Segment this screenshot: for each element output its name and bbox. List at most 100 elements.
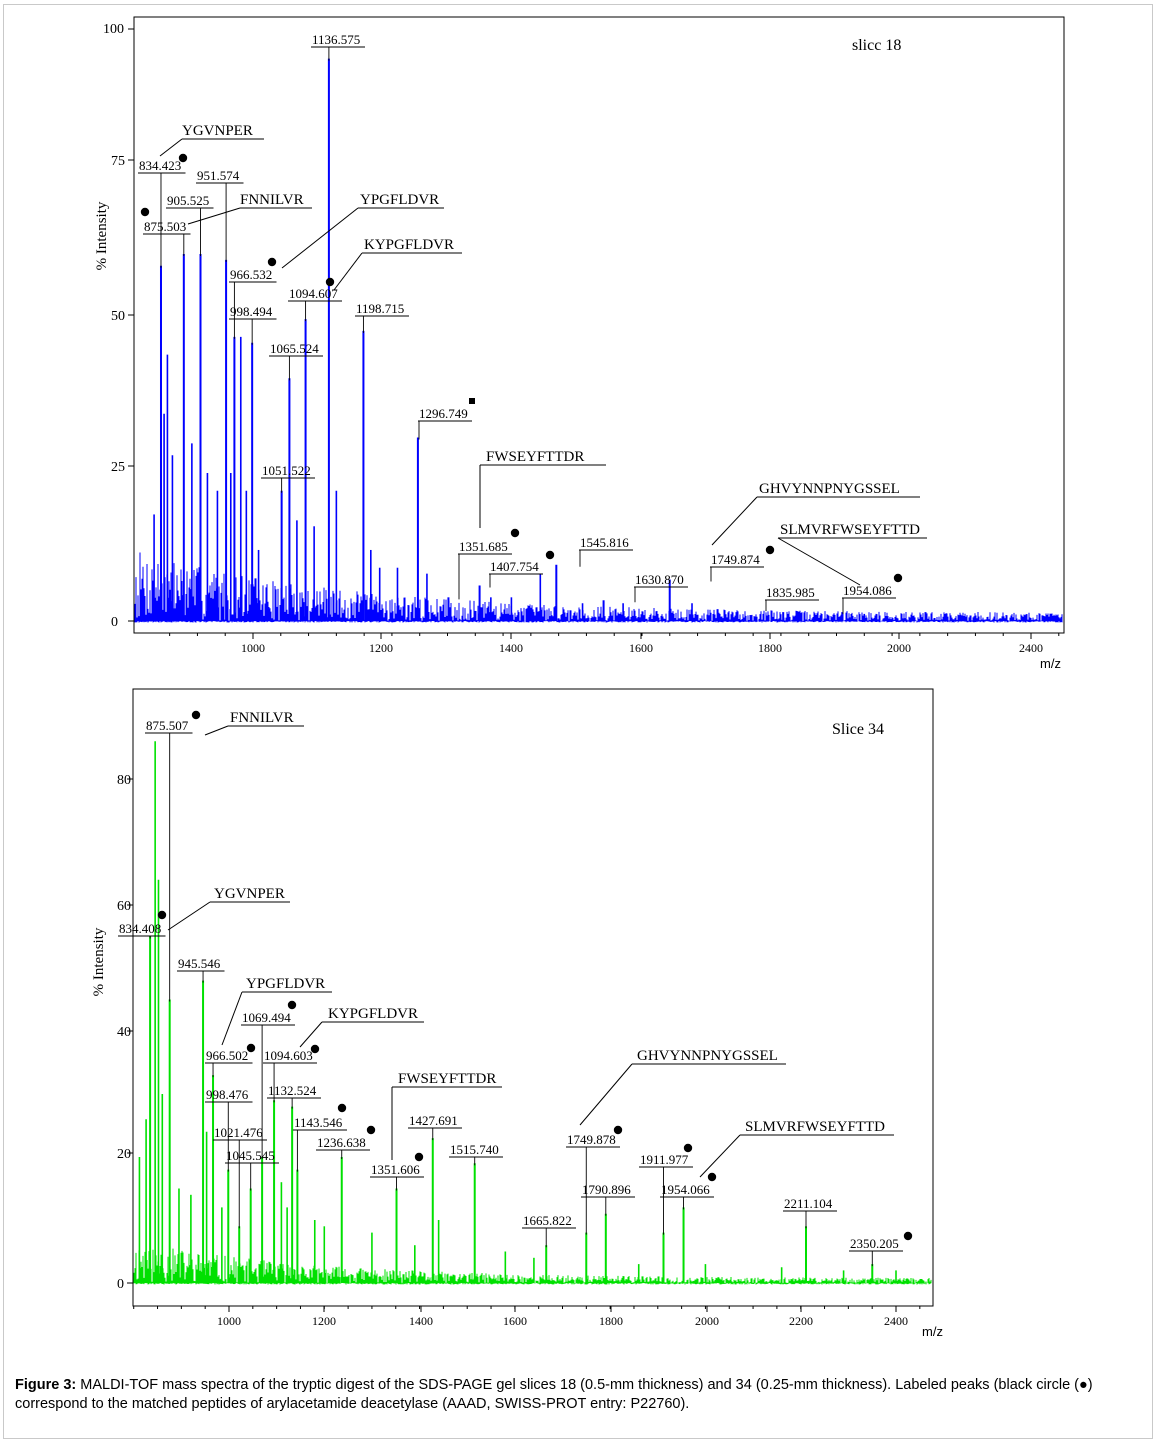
annotation-leader [187,207,241,225]
match-marker [510,528,520,538]
peak-label: 1136.575 [312,32,360,47]
peak-label: 1065.524 [270,341,319,356]
x-tick-label: 1800 [599,1314,623,1328]
match-marker [903,1231,913,1241]
x-tick-label: 1600 [629,641,653,655]
x-tick-label: 2000 [887,641,911,655]
peptide-annotation: SLMVRFWSEYFTTD [745,1119,885,1135]
spectrum-slice-34: 1000 1200 1400 1600 1800 2000 2200 2400 0 20 40 60 8… [91,688,943,1339]
match-marker [613,1125,623,1135]
match-marker [893,573,903,583]
peptide-annotation: KYPGFLDVR [364,237,454,253]
peak-label: 998.494 [230,304,273,319]
peak-label: 1427.691 [409,1113,458,1128]
peak-label: 945.546 [178,956,221,971]
x-tick-label: 2000 [695,1314,719,1328]
match-marker [545,550,555,560]
baseline-noise [134,552,1063,623]
peak-label: 1236.638 [317,1135,366,1150]
plot-frame [133,16,1065,634]
annotation-leader [299,1021,323,1048]
peak-label: 1665.822 [523,1213,572,1228]
peak-label: 1094.607 [289,286,338,301]
peak-label: 905.525 [167,193,209,208]
peak-label: 1051.522 [262,463,311,478]
peptide-annotation: FNNILVR [230,710,294,726]
annotation-leader [711,496,758,546]
match-marker [246,1043,256,1053]
peak-label: 1790.896 [582,1182,631,1197]
peptide-annotation: YGVNPER [182,123,253,139]
peak-label: 834.423 [139,158,181,173]
peak-label: 1954.086 [843,583,892,598]
x-tick-label: 1400 [409,1314,433,1328]
annotation-leader [281,207,359,269]
annotation-leader [167,901,211,931]
peak-label: 1954.066 [661,1182,710,1197]
peak-label: 1407.754 [490,559,539,574]
x-tick-label: 1200 [369,641,393,655]
match-marker [707,1172,717,1182]
x-tick-label: 1000 [217,1314,241,1328]
y-tick-label: 25 [111,460,125,475]
peak-label: 966.502 [206,1048,248,1063]
match-marker [683,1143,693,1153]
match-marker [325,277,335,287]
peak-label: 1545.816 [580,535,629,550]
match-marker [287,1000,297,1010]
match-marker [337,1103,347,1113]
peptide-annotation: SLMVRFWSEYFTTD [780,522,920,538]
match-marker [178,153,188,163]
caption-label: Figure 3: [15,1377,77,1393]
y-tick-label: 40 [117,1025,131,1040]
baseline-noise [133,1245,932,1285]
peak-label: 1630.870 [635,572,684,587]
peak-label: 951.574 [197,168,240,183]
peak-label: 1749.874 [711,552,760,567]
y-tick-label: 50 [111,309,125,324]
peak-label: 2350.205 [850,1236,899,1251]
y-tick-label: 75 [111,154,125,169]
peak-label: 875.507 [146,718,189,733]
match-marker [267,257,277,267]
chart-title: Slice 34 [832,721,884,738]
peptide-annotation: GHVYNNPNYGSSEL [759,481,900,497]
x-tick-label: 2400 [1019,641,1043,655]
y-tick-label: 20 [117,1147,131,1162]
peak-label: 1021.476 [214,1125,263,1140]
match-marker [414,1152,424,1162]
y-axis-label: % Intensity [94,201,110,270]
peak-label: 1132.524 [268,1083,317,1098]
x-axis-label: m/z [922,1324,943,1339]
peak-label: 1198.715 [356,301,404,316]
match-marker [765,545,775,555]
x-axis-label: m/z [1040,656,1061,671]
peak-label: 998.476 [206,1087,249,1102]
spectrum-slice-18: 1000 1200 1400 1600 1800 2000 2400 0 25 50 75 100 m/… [94,16,1065,671]
peak-label: 875.503 [144,219,186,234]
match-marker [310,1044,320,1054]
figure-frame [3,4,1153,1439]
y-tick-label: 0 [111,615,118,630]
x-tick-label: 2400 [884,1314,908,1328]
y-axis-label: % Intensity [91,927,107,996]
peptide-annotation: GHVYNNPNYGSSEL [637,1048,778,1064]
annotation-leader [777,537,861,586]
figure-caption: Figure 3: MALDI-TOF mass spectra of the … [15,1376,1150,1414]
annotation-leader [204,725,229,736]
peak-label: 2211.104 [784,1196,833,1211]
y-tick-label: 100 [103,22,124,37]
square-marker [469,398,475,404]
match-marker [366,1125,376,1135]
peak-label: 1351.685 [459,539,508,554]
annotation-leader [579,1063,633,1126]
peak-label: 1749.878 [567,1132,616,1147]
x-tick-label: 1000 [241,641,265,655]
plot-frame [132,688,934,1307]
peak-label: 1069.494 [242,1010,291,1025]
y-tick-label: 60 [117,899,131,914]
x-tick-label: 1400 [499,641,523,655]
peak-label: 1515.740 [450,1142,499,1157]
match-marker [191,710,201,720]
